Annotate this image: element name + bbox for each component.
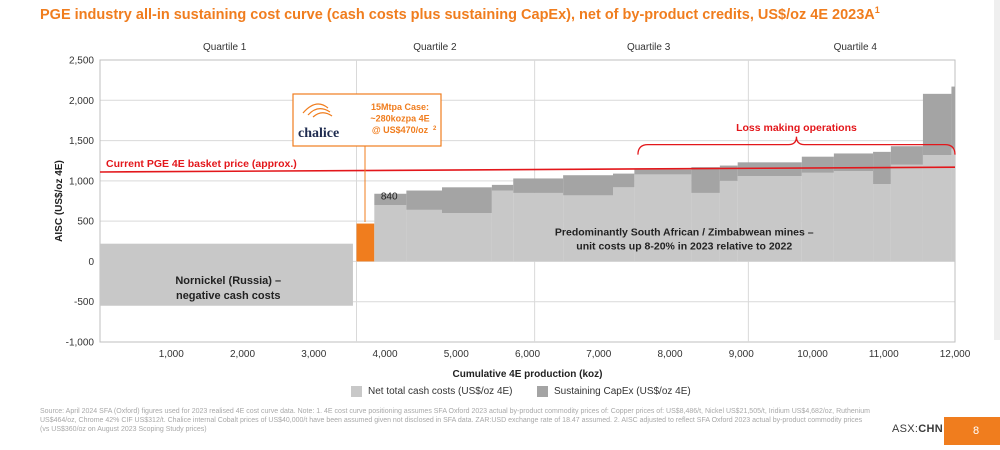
callout-line: ~280kozpa 4E [370,114,429,124]
y-tick-label: 1,500 [69,136,94,147]
cash-cost-bar [951,148,955,262]
quartile-label: Quartile 1 [203,42,247,53]
quartile-label: Quartile 4 [834,42,878,53]
capex-bar [634,169,692,175]
cash-cost-bar [613,187,635,262]
cash-cost-bar [513,192,564,262]
callout-line: 15Mtpa Case: [371,102,429,112]
south-africa-annotation: Predominantly South African / Zimbabwean… [555,227,814,239]
capex-bar [613,173,635,188]
capex-bar [737,162,802,177]
cash-cost-bar [406,209,442,262]
quartile-label: Quartile 3 [627,42,671,53]
value-label-840: 840 [381,191,398,202]
legend-cash-label: Net total cash costs (US$/oz 4E) [368,386,513,397]
cash-cost-bar [491,190,514,262]
callout-superscript: 2 [433,126,437,132]
y-tick-label: 2,500 [69,56,94,67]
capex-bar [951,86,955,149]
x-tick-label: 7,000 [586,349,611,360]
x-tick-label: 4,000 [372,349,397,360]
south-africa-annotation: unit costs up 8-20% in 2023 relative to … [576,241,792,253]
cash-cost-bar [374,205,407,262]
legend-cash-swatch [351,386,362,397]
capex-bar [833,153,874,172]
cash-cost-bar [922,155,952,262]
chalice-logo-icon [302,103,333,118]
chalice-logo-text: chalice [298,126,339,141]
cash-cost-bar [719,180,738,262]
cash-cost-bar [890,164,923,262]
capex-bar [563,175,613,196]
capex-bar [801,156,834,173]
y-tick-label: -500 [74,297,94,308]
cash-cost-bar [442,213,492,262]
page-number: 8 [944,417,1000,445]
x-tick-label: 8,000 [657,349,682,360]
loss-making-label: Loss making operations [736,122,857,134]
capex-bar [922,93,952,156]
capex-bar [491,184,514,191]
capex-bar [691,167,720,193]
y-axis-title: AISC (US$/oz 4E) [54,160,65,242]
capex-bar [442,187,492,214]
source-note: Source: April 2024 SFA (Oxford) figures … [40,408,870,433]
cash-cost-bar [563,195,613,262]
y-tick-label: 500 [77,217,94,228]
asx-ticker: ASX:CHN [892,423,944,435]
legend-capex-label: Sustaining CapEx (US$/oz 4E) [554,386,691,397]
legend-capex-swatch [537,386,548,397]
chalice-bar [356,223,375,262]
cash-cost-bar [634,174,692,262]
nornickel-annotation: negative cash costs [176,290,281,302]
x-tick-label: 6,000 [515,349,540,360]
x-tick-label: 9,000 [729,349,754,360]
y-tick-label: 2,000 [69,96,94,107]
x-tick-label: 11,000 [869,349,899,360]
y-tick-label: 1,000 [69,176,94,187]
x-axis-title: Cumulative 4E production (koz) [452,369,602,380]
y-tick-label: 0 [88,257,94,268]
callout-box [292,93,442,147]
legend-cash: Net total cash costs (US$/oz 4E) [351,386,513,397]
cash-cost-bar [737,176,802,262]
cash-cost-bar [873,184,891,262]
x-tick-label: 2,000 [230,349,255,360]
capex-bar [890,146,923,165]
capex-bar [719,165,738,181]
quartile-label: Quartile 2 [413,42,457,53]
x-tick-label: 5,000 [444,349,469,360]
x-tick-label: 3,000 [301,349,326,360]
capex-bar [374,193,407,206]
basket-price-line [99,166,956,173]
x-tick-label: 12,000 [940,349,971,360]
chart-title: PGE industry all-in sustaining cost curv… [40,5,880,23]
x-tick-label: 10,000 [797,349,828,360]
y-tick-label: -1,000 [66,338,95,349]
cash-cost-bar [691,192,720,262]
loss-making-bracket [637,136,956,155]
capex-bar [513,178,564,193]
cash-cost-bar [833,171,874,262]
scrollbar-track[interactable] [994,0,1000,340]
cash-cost-bar [801,172,834,262]
cash-cost-bar [100,243,353,306]
basket-price-label: Current PGE 4E basket price (approx.) [106,158,297,170]
legend-capex: Sustaining CapEx (US$/oz 4E) [537,386,691,397]
x-tick-label: 1,000 [159,349,184,360]
nornickel-annotation: Nornickel (Russia) – [175,275,281,287]
callout-line: @ US$470/oz [372,125,429,135]
capex-bar [406,190,442,210]
